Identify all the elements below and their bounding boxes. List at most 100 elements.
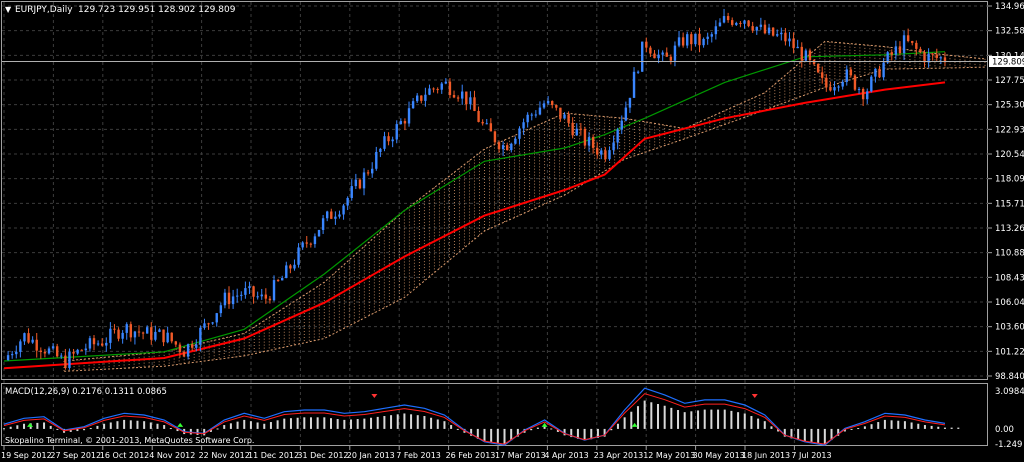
candle-body [178, 344, 182, 352]
macd-bar [703, 409, 706, 429]
time-tick-label: 7 Feb 2013 [396, 451, 441, 460]
candle-body [387, 136, 390, 142]
candle-body [673, 45, 677, 61]
macd-bar [890, 420, 893, 429]
candle-body [681, 37, 685, 46]
candle-body [510, 143, 513, 151]
candle-body [240, 294, 243, 296]
candle-body [105, 342, 108, 346]
candle-body [735, 22, 738, 25]
macd-bar [910, 422, 913, 429]
candle-body [342, 205, 345, 215]
candle-body [776, 34, 779, 36]
macd-bar [510, 428, 513, 441]
macd-bar [443, 421, 446, 429]
candle-body [808, 50, 812, 61]
macd-bar [243, 419, 246, 429]
candle-body [68, 351, 71, 369]
candle-body [579, 128, 583, 130]
candle-body [399, 121, 403, 125]
candle-body [829, 87, 832, 91]
candle-body [35, 339, 38, 351]
macd-bar [203, 428, 206, 436]
candle-body [923, 52, 926, 63]
candle-body [264, 294, 268, 299]
candle-body [718, 22, 722, 27]
candle-body [587, 137, 591, 146]
candle-body [600, 150, 603, 155]
ma-slow-line [3, 81, 946, 370]
candle-body [186, 344, 190, 357]
macd-bar [116, 421, 119, 429]
macd-bar [616, 423, 619, 429]
candle-body [227, 292, 231, 305]
time-tick-label: 20 Jan 2013 [347, 451, 395, 460]
candle-body [403, 121, 407, 124]
sell-arrow-icon [751, 394, 758, 398]
candle-body [485, 123, 488, 125]
candle-body [452, 95, 456, 98]
buy-arrow-icon [541, 422, 548, 427]
macd-bar [697, 410, 700, 429]
candle-body [416, 95, 419, 102]
candle-body [43, 351, 47, 354]
macd-bar [129, 420, 132, 429]
macd-bar [56, 428, 59, 430]
candle-body [665, 52, 668, 57]
macd-bar [403, 413, 406, 429]
candle-body [64, 355, 67, 369]
macd-bar [36, 422, 39, 429]
candle-body [575, 128, 578, 136]
candle-body [375, 151, 378, 169]
candle-body [84, 348, 88, 351]
macd-bar [303, 417, 306, 429]
macd-bar [923, 425, 926, 429]
symbol-menu-icon[interactable]: ▼ [5, 5, 12, 14]
candle-body [526, 114, 529, 123]
macd-bar [543, 425, 546, 429]
candle-body [731, 20, 734, 25]
candle-body [456, 97, 460, 99]
candle-body [260, 294, 263, 297]
macd-bar [850, 428, 853, 430]
candle-body [596, 147, 599, 155]
candle-body [477, 110, 480, 122]
macd-bar [623, 417, 626, 429]
macd-bar [643, 400, 646, 429]
macd-bar [930, 425, 933, 429]
candle-body [915, 42, 918, 49]
candle-body [39, 350, 43, 352]
candle-body [555, 105, 558, 108]
candle-body [289, 265, 292, 269]
time-tick-label: 19 Sep 2012 [1, 451, 52, 460]
candle-body [358, 179, 362, 189]
macd-bar [757, 418, 760, 429]
candle-body [771, 27, 775, 36]
price-tick-label: 110.880 [995, 249, 1024, 259]
symbol-label: EURJPY,Daily [15, 5, 73, 15]
macd-bar [423, 416, 426, 429]
macd-bar [556, 428, 559, 432]
signal-line [3, 393, 946, 445]
macd-bar [143, 421, 146, 429]
time-tick-label: 4 Nov 2012 [149, 451, 195, 460]
macd-bar [209, 428, 212, 432]
current-price-value: 129.809 [992, 58, 1024, 68]
macd-bar [456, 428, 459, 430]
macd-bar [576, 428, 579, 439]
candle-body [31, 339, 34, 343]
candle-body [506, 145, 509, 151]
macd-bar [516, 428, 519, 437]
candle-body [645, 41, 648, 48]
macd-bar [570, 428, 573, 438]
candle-body [150, 327, 153, 340]
candle-body [19, 341, 22, 352]
macd-bar [810, 428, 813, 443]
macd-bar [363, 418, 366, 429]
macd-bar [450, 425, 453, 429]
candle-body [866, 91, 869, 100]
candle-body [80, 349, 83, 351]
candle-body [354, 179, 358, 187]
price-tick-label: 120.540 [995, 150, 1024, 160]
